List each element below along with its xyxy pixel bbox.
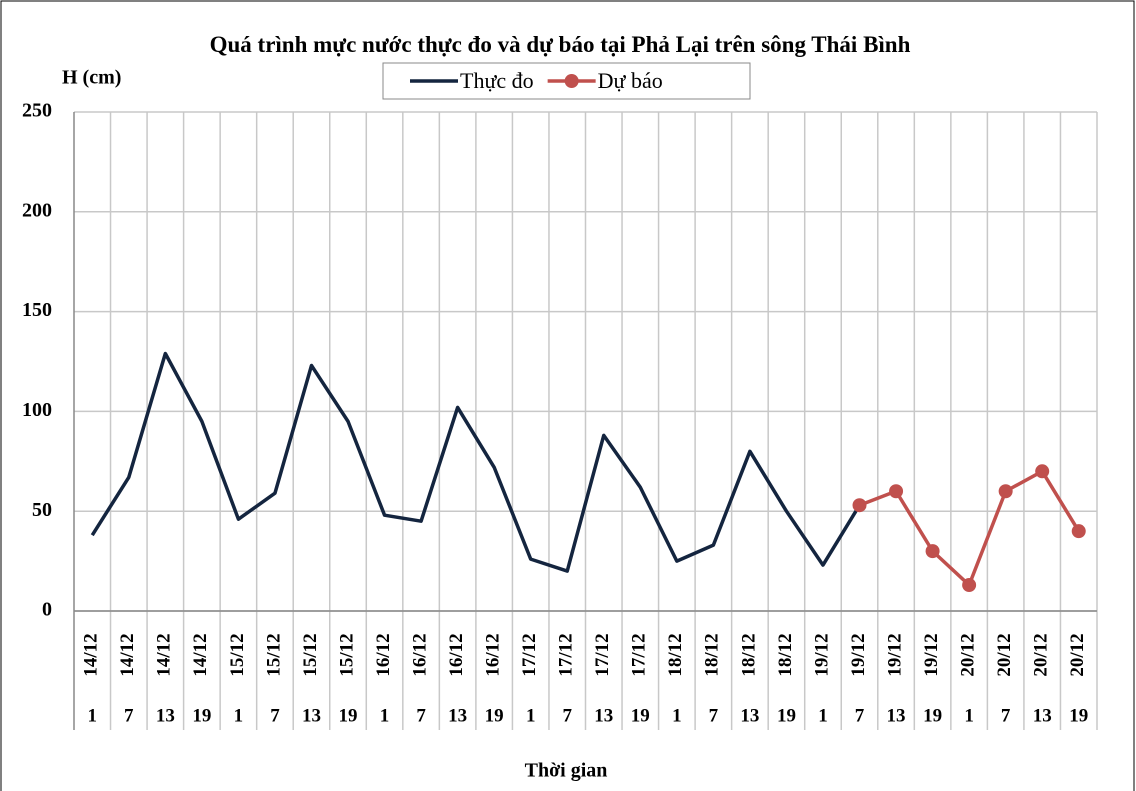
x-subtick-label: 1 (818, 705, 828, 726)
x-subtick-label: 7 (416, 705, 426, 726)
y-tick-label: 50 (32, 499, 52, 521)
x-subtick-label: 1 (526, 705, 536, 726)
x-tick-label: 14/12 (117, 633, 138, 676)
x-tick-label: 19/12 (848, 633, 869, 676)
x-subtick-label: 19 (923, 705, 942, 726)
x-subtick-label: 7 (1001, 705, 1011, 726)
x-subtick-label: 13 (887, 705, 906, 726)
x-tick-label: 19/12 (811, 633, 832, 676)
x-subtick-label: 19 (485, 705, 504, 726)
x-tick-label: 17/12 (556, 633, 577, 676)
x-subtick-label: 1 (380, 705, 390, 726)
x-tick-label: 19/12 (921, 633, 942, 676)
y-tick-label: 150 (22, 299, 52, 321)
series-line (90, 351, 862, 573)
x-tick-label: 20/12 (957, 633, 978, 676)
x-tick-label: 15/12 (336, 633, 357, 676)
x-subtick-label: 19 (339, 705, 358, 726)
x-tick-label: 14/12 (81, 633, 102, 676)
x-tick-label: 15/12 (227, 633, 248, 676)
x-tick-label: 20/12 (1067, 633, 1088, 676)
y-axis-label: H (cm) (62, 67, 121, 89)
x-tick-label: 17/12 (629, 633, 650, 676)
x-subtick-label: 7 (270, 705, 280, 726)
x-subtick-label: 13 (1033, 705, 1052, 726)
x-subtick-label: 13 (594, 705, 613, 726)
x-tick-label: 16/12 (409, 633, 430, 676)
series-marker (889, 484, 904, 499)
x-tick-label: 20/12 (994, 633, 1015, 676)
x-tick-label: 17/12 (592, 633, 613, 676)
x-subtick-label: 13 (740, 705, 759, 726)
x-tick-label: 15/12 (263, 633, 284, 676)
series-marker (1035, 464, 1050, 479)
legend: Thực đo Dự báo (382, 62, 751, 100)
x-subtick-label: 7 (855, 705, 865, 726)
x-tick-label: 18/12 (702, 633, 723, 676)
x-tick-label: 16/12 (483, 633, 504, 676)
legend-label: Dự báo (598, 68, 663, 93)
x-subtick-label: 1 (964, 705, 974, 726)
x-subtick-label: 7 (124, 705, 134, 726)
x-subtick-label: 13 (448, 705, 467, 726)
x-tick-label: 16/12 (446, 633, 467, 676)
x-tick-label: 14/12 (154, 633, 175, 676)
x-subtick-label: 7 (709, 705, 719, 726)
x-subtick-label: 1 (672, 705, 682, 726)
x-subtick-label: 19 (192, 705, 211, 726)
x-subtick-label: 13 (156, 705, 175, 726)
series-marker (962, 578, 977, 593)
series-marker (852, 498, 867, 513)
x-tick-label: 17/12 (519, 633, 540, 676)
y-tick-label: 250 (22, 100, 52, 122)
x-subtick-label: 1 (234, 705, 244, 726)
x-tick-label: 16/12 (373, 633, 394, 676)
x-subtick-label: 13 (302, 705, 321, 726)
series-marker (925, 544, 940, 559)
x-tick-label: 15/12 (300, 633, 321, 676)
x-subtick-label: 19 (631, 705, 650, 726)
x-subtick-label: 19 (777, 705, 796, 726)
series-marker (1071, 524, 1086, 539)
y-tick-label: 0 (42, 599, 52, 621)
series-marker (998, 484, 1013, 499)
legend-marker (564, 74, 579, 88)
x-tick-label: 18/12 (665, 633, 686, 676)
x-subtick-label: 1 (88, 705, 98, 726)
legend-label: Thực đo (460, 68, 534, 93)
x-tick-label: 14/12 (190, 633, 211, 676)
x-tick-label: 18/12 (738, 633, 759, 676)
x-tick-label: 20/12 (1031, 633, 1052, 676)
x-axis-label: Thời gian (525, 760, 608, 782)
y-tick-label: 100 (22, 399, 52, 421)
x-subtick-label: 7 (562, 705, 572, 726)
x-tick-label: 18/12 (775, 633, 796, 676)
chart-title: Quá trình mực nước thực đo và dự báo tại… (209, 32, 911, 57)
x-subtick-label: 19 (1069, 705, 1088, 726)
y-tick-label: 200 (22, 199, 52, 221)
x-tick-label: 19/12 (884, 633, 905, 676)
